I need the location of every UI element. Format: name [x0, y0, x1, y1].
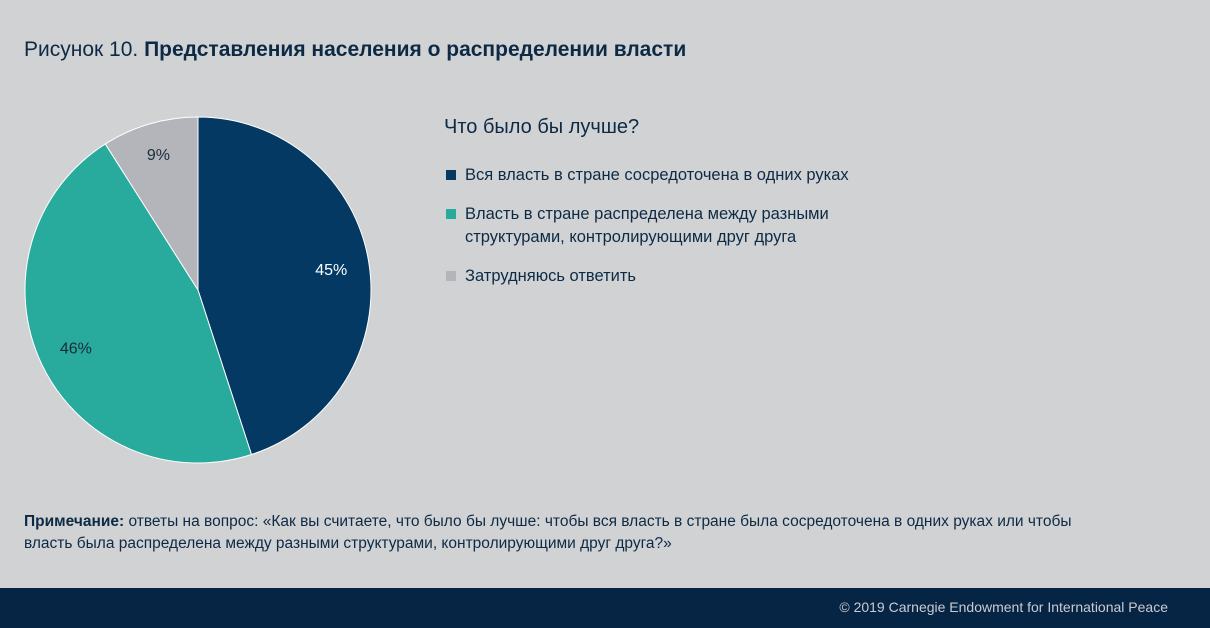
pie-slice-undecided	[104, 116, 199, 292]
pie-label-concentrated: 45%	[315, 262, 347, 279]
note: Примечание: ответы на вопрос: «Как вы сч…	[24, 511, 1124, 555]
legend-item-undecided: Затрудняюсь ответить	[446, 265, 916, 288]
legend: Вся власть в стране сосредоточена в одни…	[446, 164, 916, 304]
copyright: © 2019 Carnegie Endowment for Internatio…	[839, 599, 1168, 615]
note-prefix: Примечание:	[24, 513, 125, 530]
pie-label-distributed: 46%	[60, 340, 92, 357]
figure-title: Рисунок 10. Представления населения о ра…	[24, 38, 686, 62]
legend-label: Затрудняюсь ответить	[465, 267, 637, 285]
pie-chart: 45% 46% 9%	[0, 0, 420, 480]
legend-title: Что было бы лучше?	[444, 116, 640, 138]
legend-swatch	[446, 170, 456, 180]
legend-item-concentrated: Вся власть в стране сосредоточена в одни…	[446, 164, 916, 187]
pie-chart-svg: 45% 46% 9%	[24, 116, 372, 464]
figure-title-prefix: Рисунок 10.	[24, 38, 139, 61]
legend-item-distributed: Власть в стране распределена между разны…	[446, 203, 916, 249]
note-text: ответы на вопрос: «Как вы считаете, что …	[24, 513, 1072, 552]
legend-label: Вся власть в стране сосредоточена в одни…	[465, 166, 849, 184]
pie-slice-concentrated	[197, 116, 372, 456]
legend-swatch	[446, 271, 456, 281]
pie-slice-distributed	[24, 143, 253, 464]
pie-label-undecided: 9%	[147, 147, 170, 164]
figure-title-main: Представления населения о распределении …	[144, 38, 687, 61]
legend-swatch	[446, 209, 456, 219]
legend-label: Власть в стране распределена между разны…	[465, 205, 829, 246]
footer-bar: © 2019 Carnegie Endowment for Internatio…	[0, 588, 1210, 628]
